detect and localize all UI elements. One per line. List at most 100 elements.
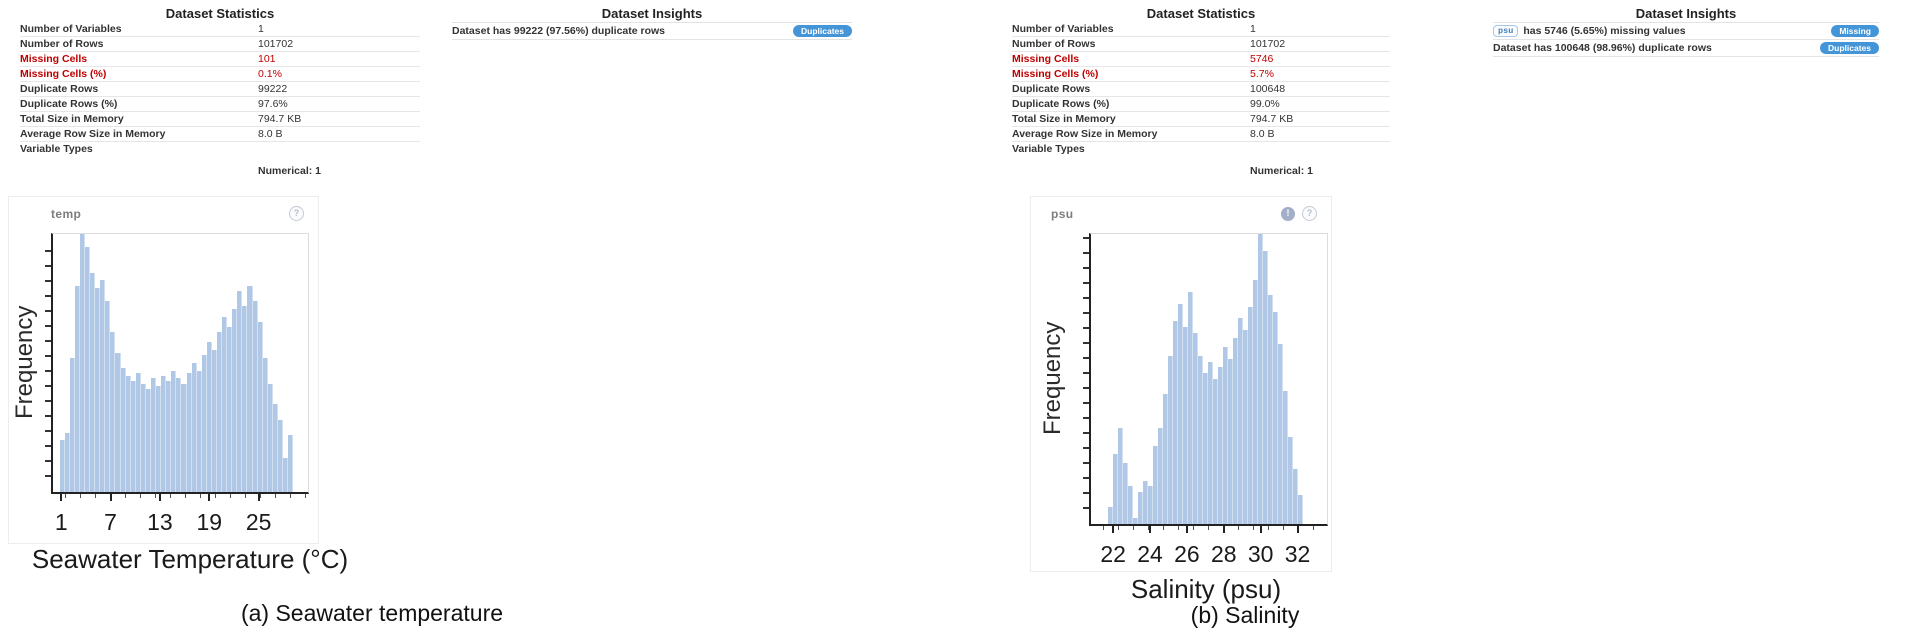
histogram-bar	[1167, 355, 1173, 524]
histogram-bar	[1202, 373, 1208, 524]
histogram-bar	[232, 308, 238, 492]
stats-row: Duplicate Rows 99222	[20, 82, 420, 97]
insight-badge[interactable]: Missing	[1831, 24, 1879, 38]
x-axis-minor-tick	[170, 494, 171, 498]
x-tick-label: 28	[1210, 541, 1237, 567]
histogram-bar	[1137, 492, 1143, 524]
histogram-header-icons: ?	[289, 206, 304, 221]
stats-row: Missing Cells 5746	[1012, 52, 1390, 67]
variable-chip[interactable]: psu	[1493, 24, 1519, 38]
x-axis-tick	[208, 494, 211, 501]
x-axis-minor-tick	[1148, 526, 1149, 530]
stats-row: Duplicate Rows (%) 97.6%	[20, 97, 420, 112]
histogram-bar	[1182, 326, 1188, 524]
histogram-bars	[59, 234, 294, 492]
histogram-bar	[1197, 355, 1203, 524]
variable-types-value: Numerical: 1	[258, 165, 322, 177]
histogram-header: temp ?	[9, 197, 318, 221]
histogram-bar	[64, 432, 70, 492]
x-axis-minor-tick	[1208, 526, 1209, 530]
y-axis-tick	[1083, 417, 1089, 419]
stats-row-label: Number of Rows	[1012, 38, 1096, 50]
help-icon[interactable]: ?	[289, 206, 304, 221]
x-tick-label: 13	[147, 509, 173, 535]
stats-row-label: Average Row Size in Memory	[1012, 128, 1158, 140]
y-axis-tick	[45, 280, 51, 282]
stats-row-value: 101	[258, 53, 276, 65]
histogram-bar	[1147, 486, 1153, 524]
x-axis-minor-tick	[140, 494, 141, 498]
stats-row-label: Missing Cells	[1012, 53, 1080, 65]
histogram-bar	[79, 234, 85, 492]
x-axis-minor-tick	[1253, 526, 1254, 530]
insight-row: Dataset has 100648 (98.96%) duplicate ro…	[1493, 40, 1879, 57]
variable-types-value: Numerical: 1	[1250, 165, 1314, 177]
histogram-bar	[115, 352, 121, 492]
insight-text: Dataset has 100648 (98.96%) duplicate ro…	[1493, 42, 1712, 54]
stats-row-value: 1	[258, 23, 264, 35]
y-axis-tick	[1083, 387, 1089, 389]
insight-text: has 5746 (5.65%) missing values	[1523, 25, 1686, 37]
histogram-bar	[1187, 292, 1193, 524]
histogram-bar	[1283, 390, 1289, 524]
histogram-bar	[1212, 379, 1218, 524]
stats-row-label: Variable Types	[1012, 143, 1085, 155]
histogram-bar	[171, 370, 177, 492]
x-tick-label: 1	[54, 509, 68, 535]
x-axis-tick	[1112, 526, 1115, 533]
dataset-statistics-title: Dataset Statistics	[165, 6, 275, 21]
stats-row-value: 100648	[1250, 83, 1286, 95]
x-axis-tick	[1296, 526, 1299, 533]
stats-row-label: Total Size in Memory	[20, 113, 124, 125]
stats-row-value: 5746	[1250, 53, 1274, 65]
stats-row-label: Missing Cells (%)	[1012, 68, 1099, 80]
insight-badge[interactable]: Duplicates	[793, 24, 852, 38]
histogram-card-psu: psu !? Frequency 22 24 26 28 30 32	[1030, 196, 1332, 572]
x-axis-tick	[1259, 526, 1262, 533]
x-axis-tick	[1149, 526, 1151, 533]
histogram-bar	[217, 332, 223, 492]
y-axis-tick	[45, 400, 51, 402]
histogram-bar	[1157, 428, 1163, 524]
histogram-bar	[1232, 338, 1238, 524]
dataset-insights-title: Dataset Insights	[601, 6, 703, 21]
histogram-bar	[69, 357, 75, 492]
y-axis-tick	[1083, 312, 1089, 314]
histogram-bar	[110, 332, 116, 492]
stats-row-label: Number of Variables	[1012, 23, 1114, 35]
stats-row-label: Duplicate Rows	[20, 83, 99, 95]
dataset-insights-rows: Dataset has 99222 (97.56%) duplicate row…	[452, 22, 852, 40]
stats-row-value: 97.6%	[258, 98, 288, 110]
histogram-bar	[150, 378, 157, 492]
y-axis-tick	[1083, 462, 1089, 464]
histogram-bar	[272, 404, 278, 492]
histogram-bar	[105, 301, 111, 492]
histogram-bar	[90, 272, 96, 492]
help-icon[interactable]: ?	[1302, 206, 1317, 221]
histogram-plot-temp: 1 7 13 19 25	[45, 233, 309, 535]
x-axis-minor-tick	[260, 494, 261, 498]
x-axis-label: Seawater Temperature (°C)	[31, 544, 349, 574]
histogram-bar	[74, 285, 80, 492]
stats-row-label: Number of Rows	[20, 38, 104, 50]
histogram-bar	[206, 342, 212, 492]
stats-row: Number of Rows 101702	[20, 37, 420, 52]
variable-name: psu	[1051, 206, 1074, 221]
figure-caption-b: (b) Salinity	[1190, 602, 1300, 628]
stats-row: Missing Cells (%) 0.1%	[20, 67, 420, 82]
stats-row-label: Variable Types	[20, 143, 93, 155]
x-axis-tick	[1222, 526, 1225, 533]
histogram-bar	[1142, 480, 1148, 524]
x-axis-minor-tick	[230, 494, 231, 498]
y-axis-tick	[1083, 267, 1089, 269]
histogram-bar	[59, 440, 65, 492]
histogram-bar	[125, 375, 131, 492]
y-axis-tick	[1083, 297, 1089, 299]
x-axis-minor-tick	[1103, 526, 1104, 530]
alert-icon[interactable]: !	[1281, 206, 1295, 221]
histogram-bar	[1268, 294, 1274, 524]
histogram-bar	[267, 383, 273, 492]
y-axis-tick	[1083, 402, 1089, 404]
dataset-statistics-table: Dataset Statistics Number of Variables 1 N…	[20, 5, 420, 179]
insight-badge[interactable]: Duplicates	[1820, 41, 1879, 55]
